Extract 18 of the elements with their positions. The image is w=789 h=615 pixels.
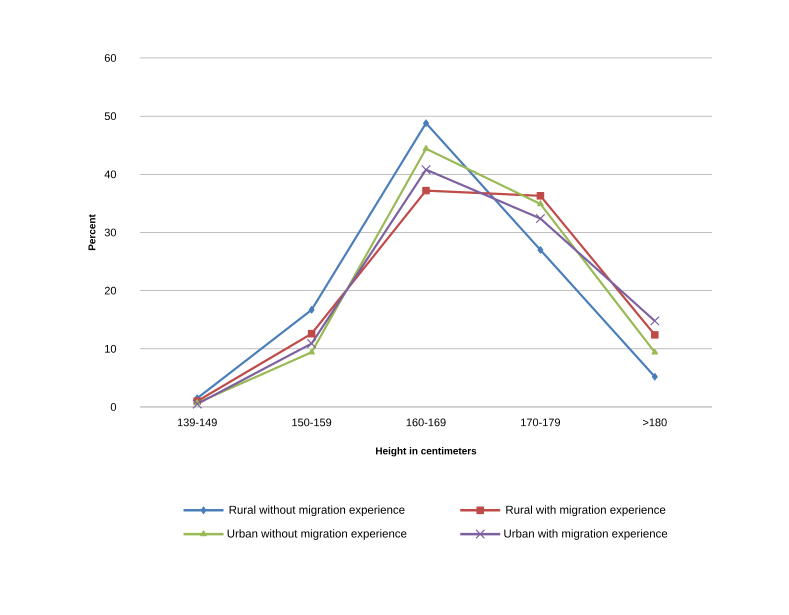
y-tick-label: 30 — [104, 228, 116, 236]
y-tick-label: 20 — [104, 286, 116, 295]
legend-label: Rural without migration experience — [230, 505, 405, 516]
x-tick-label: >180 — [643, 418, 667, 426]
y-tick-label: 0 — [110, 403, 116, 411]
y-tick-label: 60 — [104, 54, 116, 62]
x-tick-label: 160-169 — [406, 418, 446, 426]
y-tick-label: 50 — [104, 112, 116, 120]
legend-label: Urban with migration experience — [504, 529, 668, 540]
legend-label: Rural with migration experience — [506, 505, 666, 516]
y-tick-label: 10 — [105, 344, 116, 353]
x-tick-label: 170-179 — [521, 418, 560, 426]
legend-label: Urban without migration experience — [228, 529, 406, 540]
x-axis-title: Height in centimeters — [376, 447, 476, 456]
x-tick-label: 139-149 — [178, 418, 217, 426]
y-axis-title: Percent — [88, 214, 96, 250]
y-tick-label: 40 — [104, 170, 116, 178]
x-tick-label: 150-159 — [292, 418, 332, 426]
